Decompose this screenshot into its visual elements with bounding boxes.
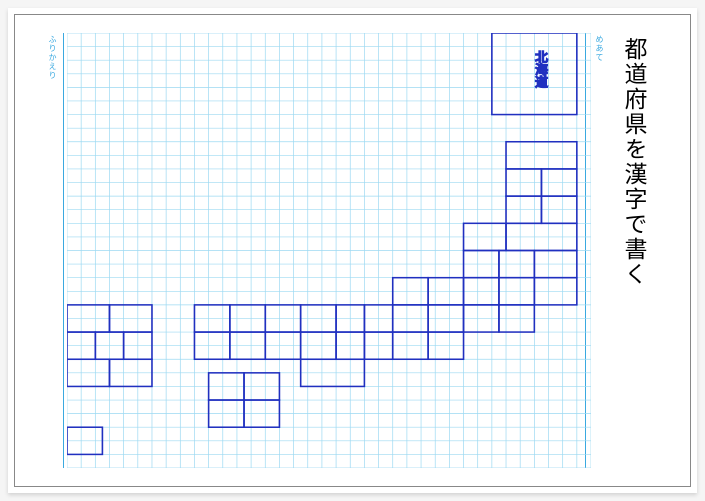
japan-map-diagram: 北海道 [67,33,591,468]
content-frame: めあて 都道府県を漢字で書く ふりかえり 北海道 [35,33,670,468]
furikaeri-label: ふりかえり [47,35,58,80]
furikaeri-divider [63,33,64,468]
grid-area: ふりかえり 北海道 [35,33,591,468]
page-border: めあて 都道府県を漢字で書く ふりかえり 北海道 [14,14,691,487]
title-column: めあて 都道府県を漢字で書く [585,33,670,468]
prefecture-label-hokkaido: 北海道 [533,51,548,89]
worksheet-page: めあて 都道府県を漢字で書く ふりかえり 北海道 [8,8,697,493]
page-title: 都道府県を漢字で書く [616,37,650,287]
meate-label: めあて [594,35,605,62]
